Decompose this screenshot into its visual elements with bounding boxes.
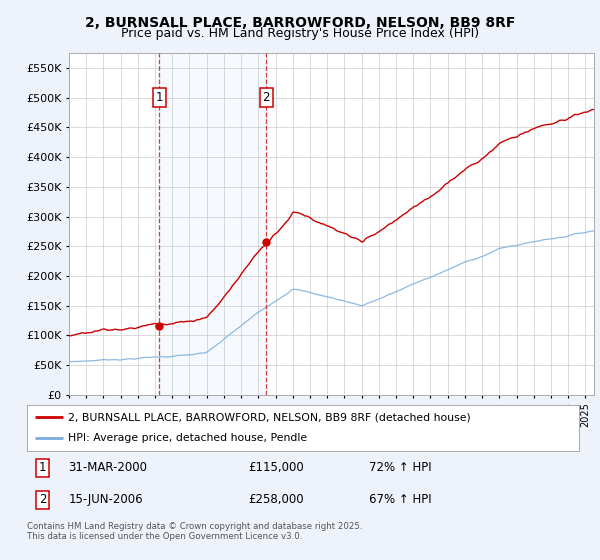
Text: £115,000: £115,000 [248,461,304,474]
Text: 15-JUN-2006: 15-JUN-2006 [68,493,143,506]
Bar [160,53,266,395]
Text: 2, BURNSALL PLACE, BARROWFORD, NELSON, BB9 8RF (detached house): 2, BURNSALL PLACE, BARROWFORD, NELSON, B… [68,412,471,422]
Text: 2: 2 [263,91,270,104]
Text: 31-MAR-2000: 31-MAR-2000 [68,461,148,474]
Text: HPI: Average price, detached house, Pendle: HPI: Average price, detached house, Pend… [68,433,308,444]
Text: Contains HM Land Registry data © Crown copyright and database right 2025.
This d: Contains HM Land Registry data © Crown c… [27,522,362,542]
Text: Price paid vs. HM Land Registry's House Price Index (HPI): Price paid vs. HM Land Registry's House … [121,27,479,40]
Text: 72% ↑ HPI: 72% ↑ HPI [369,461,432,474]
Text: 1: 1 [155,91,163,104]
Text: 2, BURNSALL PLACE, BARROWFORD, NELSON, BB9 8RF: 2, BURNSALL PLACE, BARROWFORD, NELSON, B… [85,16,515,30]
Text: 67% ↑ HPI: 67% ↑ HPI [369,493,432,506]
Text: £258,000: £258,000 [248,493,304,506]
Text: 1: 1 [39,461,46,474]
Text: 2: 2 [39,493,46,506]
